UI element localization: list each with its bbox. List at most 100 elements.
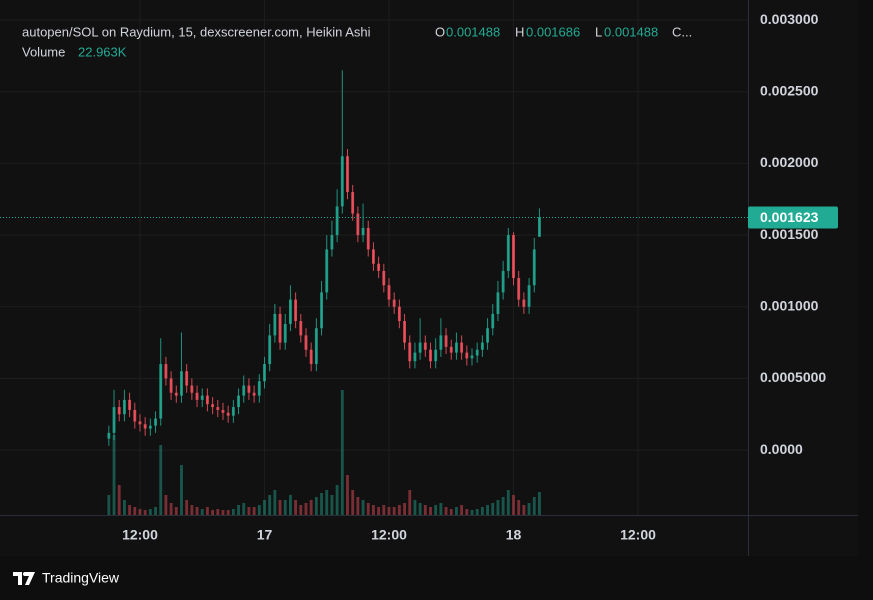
candle-body	[423, 342, 427, 350]
chart-title: autopen/SOL on Raydium, 15, dexscreener.…	[22, 24, 371, 39]
volume-bar	[314, 497, 318, 515]
candle-body	[340, 156, 344, 207]
candle-body	[299, 321, 303, 336]
candle-layer	[0, 70, 748, 446]
volume-bar	[382, 505, 386, 515]
volume-bar	[257, 505, 261, 515]
candle-body	[475, 349, 479, 356]
volume-bar	[335, 485, 339, 515]
volume-bar	[351, 490, 355, 515]
y-tick-label: 0.0000	[760, 441, 803, 457]
candle-body	[216, 407, 220, 410]
volume-bar	[180, 465, 183, 515]
candle-body	[496, 292, 500, 314]
x-tick-label: 12:00	[620, 527, 656, 543]
volume-bar	[252, 507, 256, 515]
volume-bar	[506, 490, 510, 515]
volume-bar	[174, 507, 178, 515]
candle-body	[449, 346, 453, 353]
volume-bar	[154, 507, 157, 515]
low-value: 0.001488	[604, 24, 658, 39]
candle-body	[501, 270, 505, 293]
volume-bar	[377, 507, 381, 515]
volume-bar	[112, 435, 116, 515]
volume-bar	[283, 500, 287, 515]
close-label: C...	[672, 24, 692, 39]
y-tick-label: 0.002500	[760, 82, 819, 98]
candle-body	[283, 323, 287, 343]
candle-body	[143, 424, 147, 429]
volume-bar	[340, 390, 344, 515]
volume-bar	[185, 500, 189, 515]
volume-bar	[242, 503, 246, 515]
volume-bar	[164, 495, 168, 515]
volume-bar	[486, 505, 489, 515]
volume-bar	[455, 507, 458, 515]
brand-logo	[13, 572, 35, 585]
x-tick-label: 18	[506, 527, 522, 543]
candle-body	[159, 364, 163, 419]
candle-body	[397, 306, 401, 322]
brand-name: TradingView	[42, 570, 120, 586]
volume-bar	[413, 500, 417, 515]
candle-body	[527, 285, 531, 307]
volume-bar	[304, 503, 308, 515]
candle-body	[346, 156, 349, 193]
candle-body	[325, 249, 329, 293]
candle-body	[366, 227, 370, 250]
volume-bar	[532, 497, 536, 515]
volume-bar	[273, 490, 277, 515]
volume-bar	[517, 500, 521, 515]
volume-bar	[538, 492, 541, 515]
candle-body	[408, 342, 412, 362]
open-value: 0.001488	[446, 24, 500, 39]
volume-bar	[226, 510, 230, 515]
candle-body	[444, 335, 448, 347]
candle-body	[330, 235, 334, 250]
volume-bar	[237, 505, 240, 515]
candle-body	[314, 328, 318, 365]
candle-body	[273, 313, 277, 336]
candle-body	[211, 404, 215, 408]
open-label: O	[435, 24, 445, 39]
y-tick-label: 0.002000	[760, 154, 819, 170]
volume-bar	[397, 505, 401, 515]
candle-body	[522, 299, 526, 307]
volume-bar	[169, 503, 173, 515]
volume-bar	[423, 505, 427, 515]
last-price-box	[748, 206, 838, 229]
volume-bar	[288, 495, 292, 515]
y-tick-label: 0.001000	[760, 297, 819, 313]
candle-body	[174, 392, 178, 396]
volume-bar	[231, 509, 235, 515]
volume-bar	[475, 509, 479, 515]
candle-body	[486, 328, 489, 343]
x-tick-label: 12:00	[122, 527, 158, 543]
volume-bar	[143, 510, 147, 515]
volume-bar	[491, 503, 495, 515]
candle-body	[195, 392, 199, 400]
candle-body	[252, 392, 256, 396]
volume-bar	[392, 507, 396, 515]
volume-bar	[211, 510, 215, 515]
candle-body	[538, 217, 541, 237]
candle-body	[185, 371, 189, 386]
candle-body	[309, 349, 313, 365]
candle-body	[180, 371, 183, 396]
volume-layer	[107, 390, 541, 515]
volume-bar	[133, 507, 137, 515]
candle-body	[169, 378, 173, 393]
candle-body	[237, 395, 240, 408]
candle-body	[470, 355, 474, 359]
last-price-label: 0.001623	[760, 209, 819, 225]
volume-bar	[496, 500, 500, 515]
candle-body	[335, 206, 339, 236]
candle-body	[429, 349, 432, 362]
volume-bar	[138, 509, 142, 515]
candle-body	[304, 335, 308, 350]
volume-bar	[439, 503, 443, 515]
candle-body	[205, 395, 209, 405]
volume-bar	[356, 497, 360, 515]
candle-body	[278, 313, 282, 343]
candle-body	[387, 285, 391, 300]
